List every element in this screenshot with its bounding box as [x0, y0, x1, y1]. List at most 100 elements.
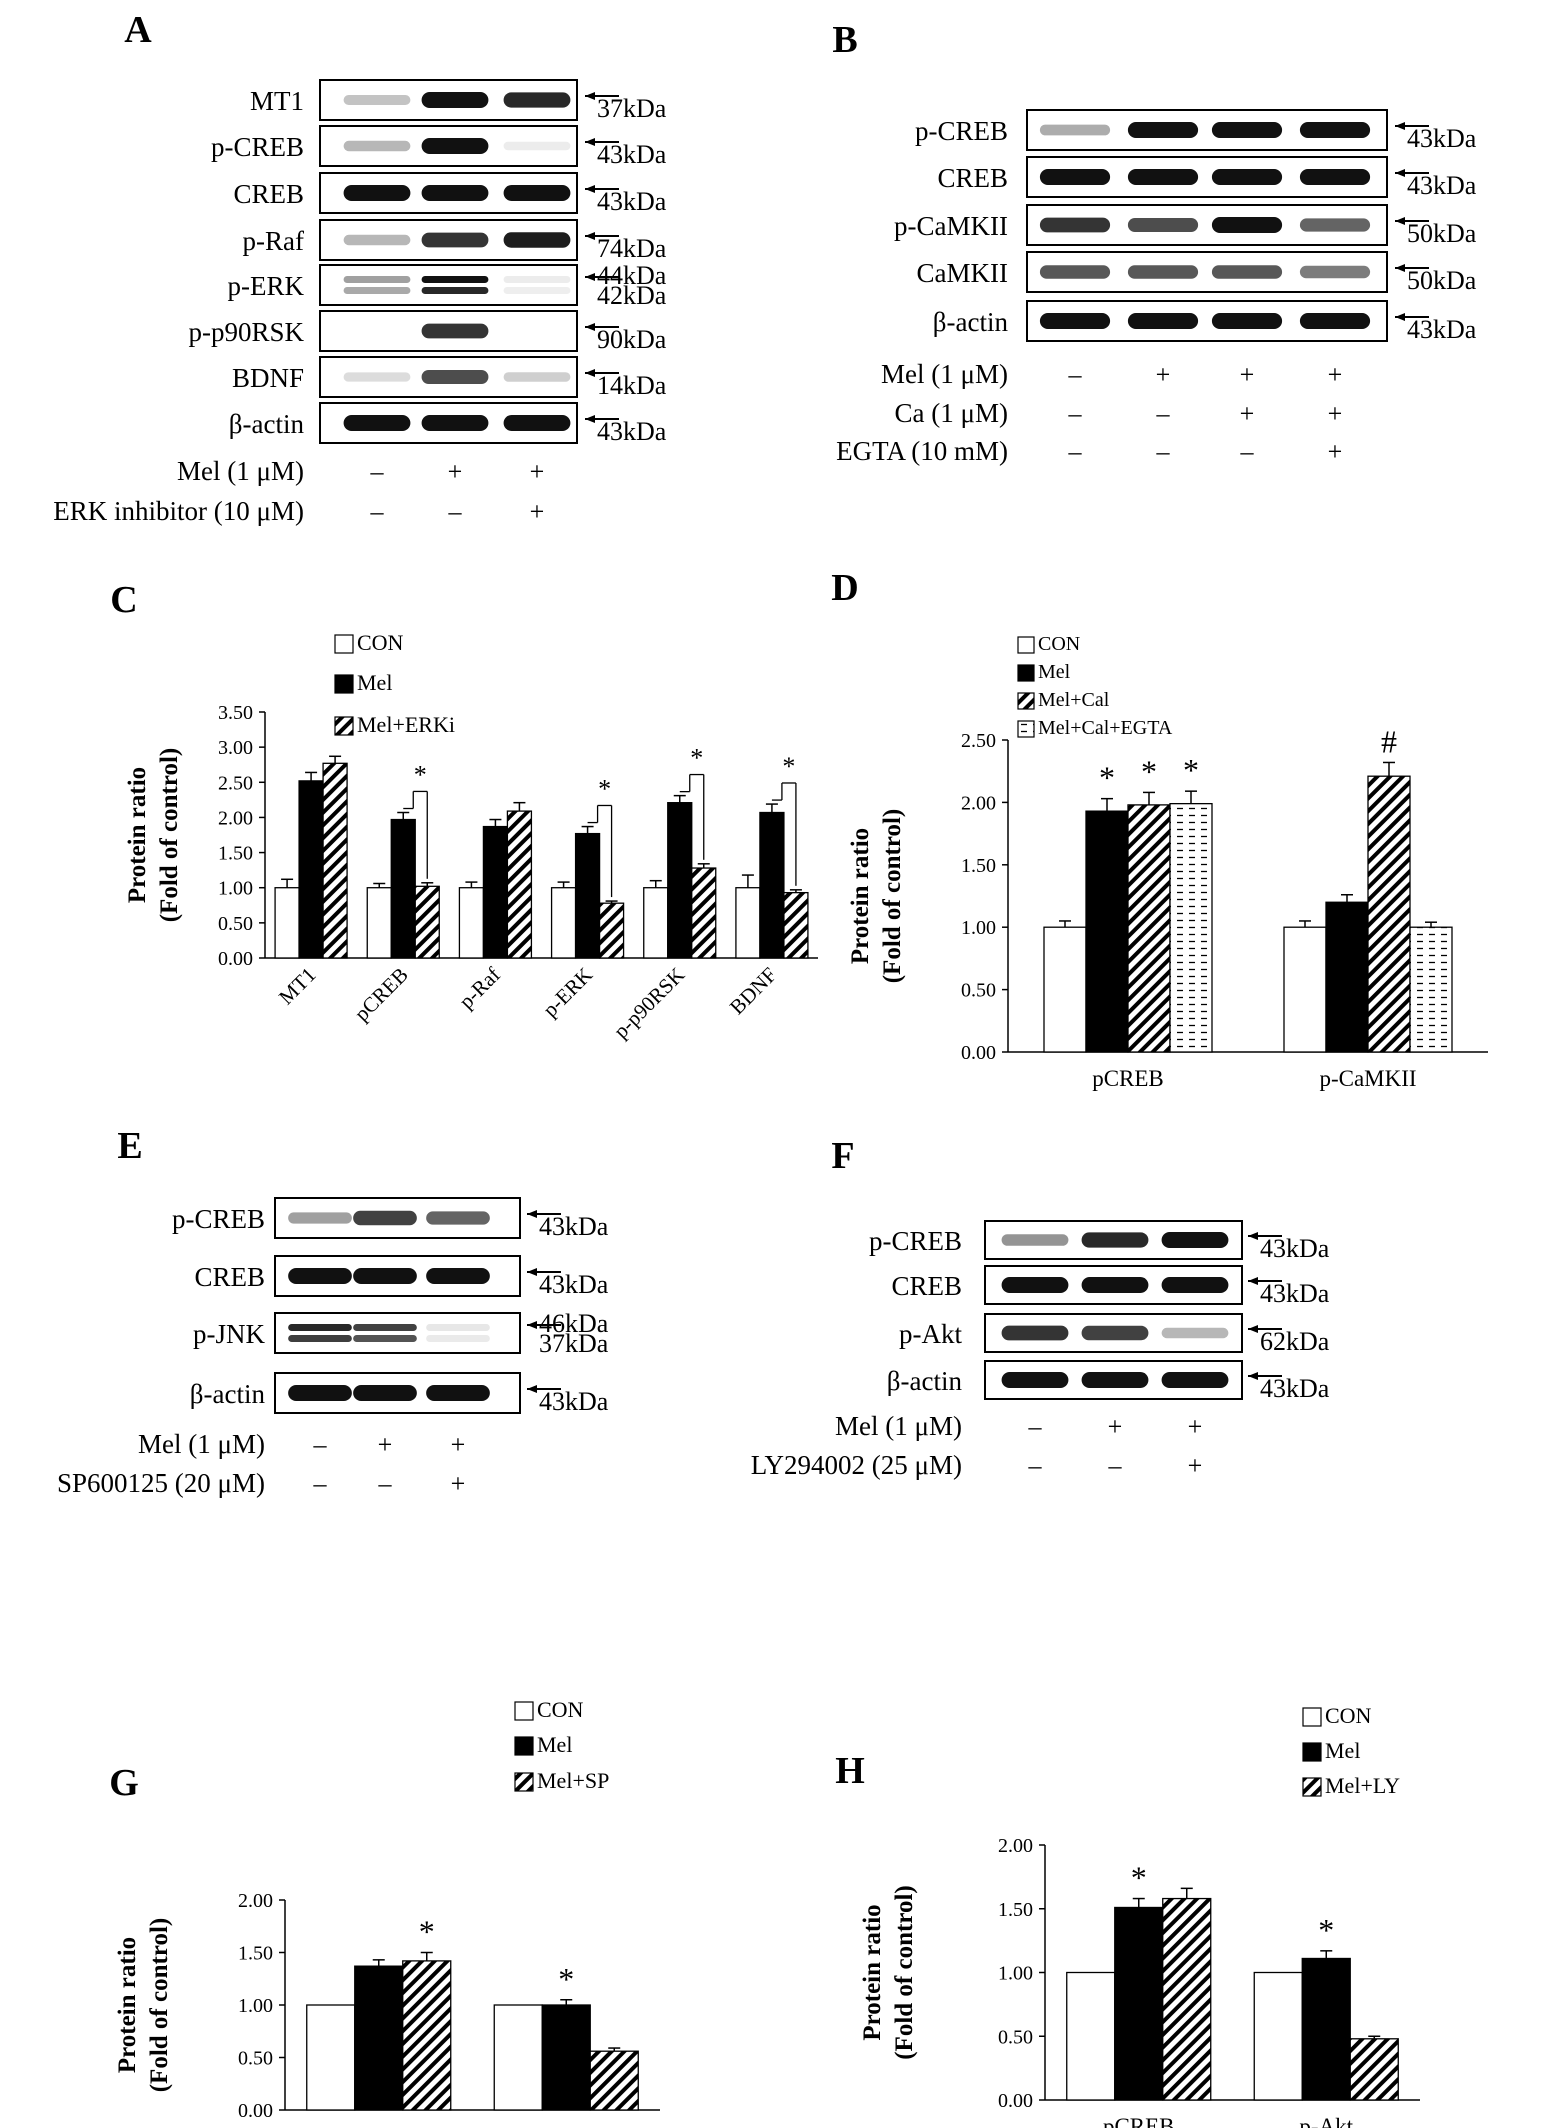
blot-protein-label: p-CREB: [915, 116, 1008, 146]
y-tick-label: 1.00: [998, 1963, 1033, 1985]
blot-band: [1081, 1277, 1149, 1293]
treatment-sign: –: [370, 457, 385, 486]
blot-band: [1127, 218, 1199, 232]
blot-row: β-actin 43kDa: [933, 300, 1477, 344]
bar: [402, 1960, 452, 2111]
kda-label: 42kDa: [597, 281, 667, 310]
treatment-sign: –: [448, 497, 463, 526]
bar: [759, 811, 785, 959]
x-tick-label: p-p90RSK: [609, 963, 690, 1044]
blot-band: [503, 287, 571, 294]
y-tick-label: 0.00: [218, 948, 253, 970]
bar: [1169, 802, 1213, 1053]
significance-mark: *: [1099, 760, 1115, 796]
bar: [1301, 1957, 1351, 2101]
y-tick-label: 3.00: [218, 737, 253, 759]
blot-band: [503, 232, 571, 248]
x-tick-label: MT1: [274, 963, 321, 1010]
treatment-sign: –: [1108, 1451, 1123, 1480]
bar: [366, 887, 392, 959]
x-tick-label: p-ERK: [538, 963, 597, 1022]
chart-panel-G: G Protein ratio (Fold of control) 0.00 0.50 1…: [109, 1697, 660, 2128]
blot-band: [503, 185, 571, 201]
legend-swatch: [1302, 1707, 1322, 1727]
mw-arrow-head: [1248, 1325, 1258, 1333]
bar: [414, 885, 440, 959]
blot-band: [288, 1335, 352, 1342]
y-tick-label: 1.00: [961, 917, 996, 939]
y-tick-label: 2.00: [218, 807, 253, 829]
blot-band: [1127, 313, 1199, 329]
blot-protein-label: MT1: [250, 86, 304, 116]
bar: [1043, 926, 1087, 1053]
significance-mark: *: [598, 774, 611, 803]
blot-row: p-CREB 43kDa: [172, 1197, 609, 1241]
blot-band: [421, 323, 489, 339]
legend-label: Mel+Cal+EGTA: [1038, 717, 1173, 739]
mw-arrow-head: [585, 369, 595, 377]
legend-swatch: [514, 1772, 534, 1792]
panel-letter: H: [835, 1750, 865, 1792]
blot-band: [426, 1211, 490, 1225]
bar: [1127, 804, 1171, 1053]
blot-band: [1161, 1372, 1229, 1388]
mw-arrow-head: [1395, 217, 1405, 225]
y-tick-label: 2.00: [961, 792, 996, 814]
blot-band: [426, 1385, 490, 1401]
blot-protein-label: p-CaMKII: [894, 211, 1008, 241]
treatment-sign: +: [451, 1469, 466, 1498]
blot-band: [1211, 122, 1283, 138]
y-axis-label: (Fold of control): [146, 1918, 173, 2093]
blot-band: [1081, 1325, 1149, 1341]
blot-band: [421, 138, 489, 154]
blot-protein-label: β-actin: [933, 307, 1009, 337]
blot-protein-label: p-ERK: [228, 271, 305, 301]
legend-swatch: [1017, 720, 1035, 738]
blot-band: [426, 1268, 490, 1284]
blot-row: CaMKII 50kDa: [917, 251, 1477, 295]
panel-letter: C: [110, 579, 137, 621]
blot-row: p-Raf 74kDa: [243, 219, 667, 263]
treatment-sign: –: [370, 497, 385, 526]
blot-band: [1211, 265, 1283, 279]
bar: [1114, 1906, 1164, 2101]
legend-label: Mel+LY: [1325, 1773, 1400, 1798]
x-tick-label: p-Akt: [1299, 2114, 1353, 2128]
significance-mark: #: [1381, 723, 1397, 759]
mw-arrow-head: [1248, 1277, 1258, 1285]
blot-protein-label: β-actin: [229, 409, 305, 439]
bar: [1325, 901, 1369, 1053]
blot-band: [421, 415, 489, 431]
bar: [1409, 926, 1453, 1053]
blot-band: [343, 185, 411, 201]
legend-label: Mel+ERKi: [357, 712, 455, 737]
legend-swatch: [1017, 664, 1035, 682]
treatment-sign: +: [1328, 399, 1343, 428]
blot-band: [1161, 1327, 1229, 1339]
legend-label: CON: [1038, 633, 1080, 655]
y-axis-label: (Fold of control): [891, 1885, 918, 2060]
blot-row: CREB 43kDa: [194, 1255, 609, 1299]
mw-arrow-head: [1395, 313, 1405, 321]
treatment-sign: –: [1156, 399, 1171, 428]
y-tick-label: 1.50: [238, 1943, 273, 1965]
blot-protein-label: CREB: [937, 163, 1008, 193]
bar: [783, 891, 809, 959]
significance-mark: *: [1318, 1912, 1334, 1948]
mw-arrow-head: [1395, 169, 1405, 177]
treatment-sign: –: [1156, 437, 1171, 466]
blot-band: [343, 234, 411, 246]
y-axis-label: Protein ratio: [859, 1904, 886, 2040]
bar: [354, 1965, 404, 2111]
treatment-sign: +: [451, 1430, 466, 1459]
blot-row: p-CREB 43kDa: [915, 109, 1477, 153]
treatment-sign: +: [1240, 399, 1255, 428]
legend-label: CON: [357, 630, 404, 655]
blot-band: [421, 287, 489, 294]
bar: [1283, 926, 1327, 1053]
bar: [322, 762, 348, 959]
